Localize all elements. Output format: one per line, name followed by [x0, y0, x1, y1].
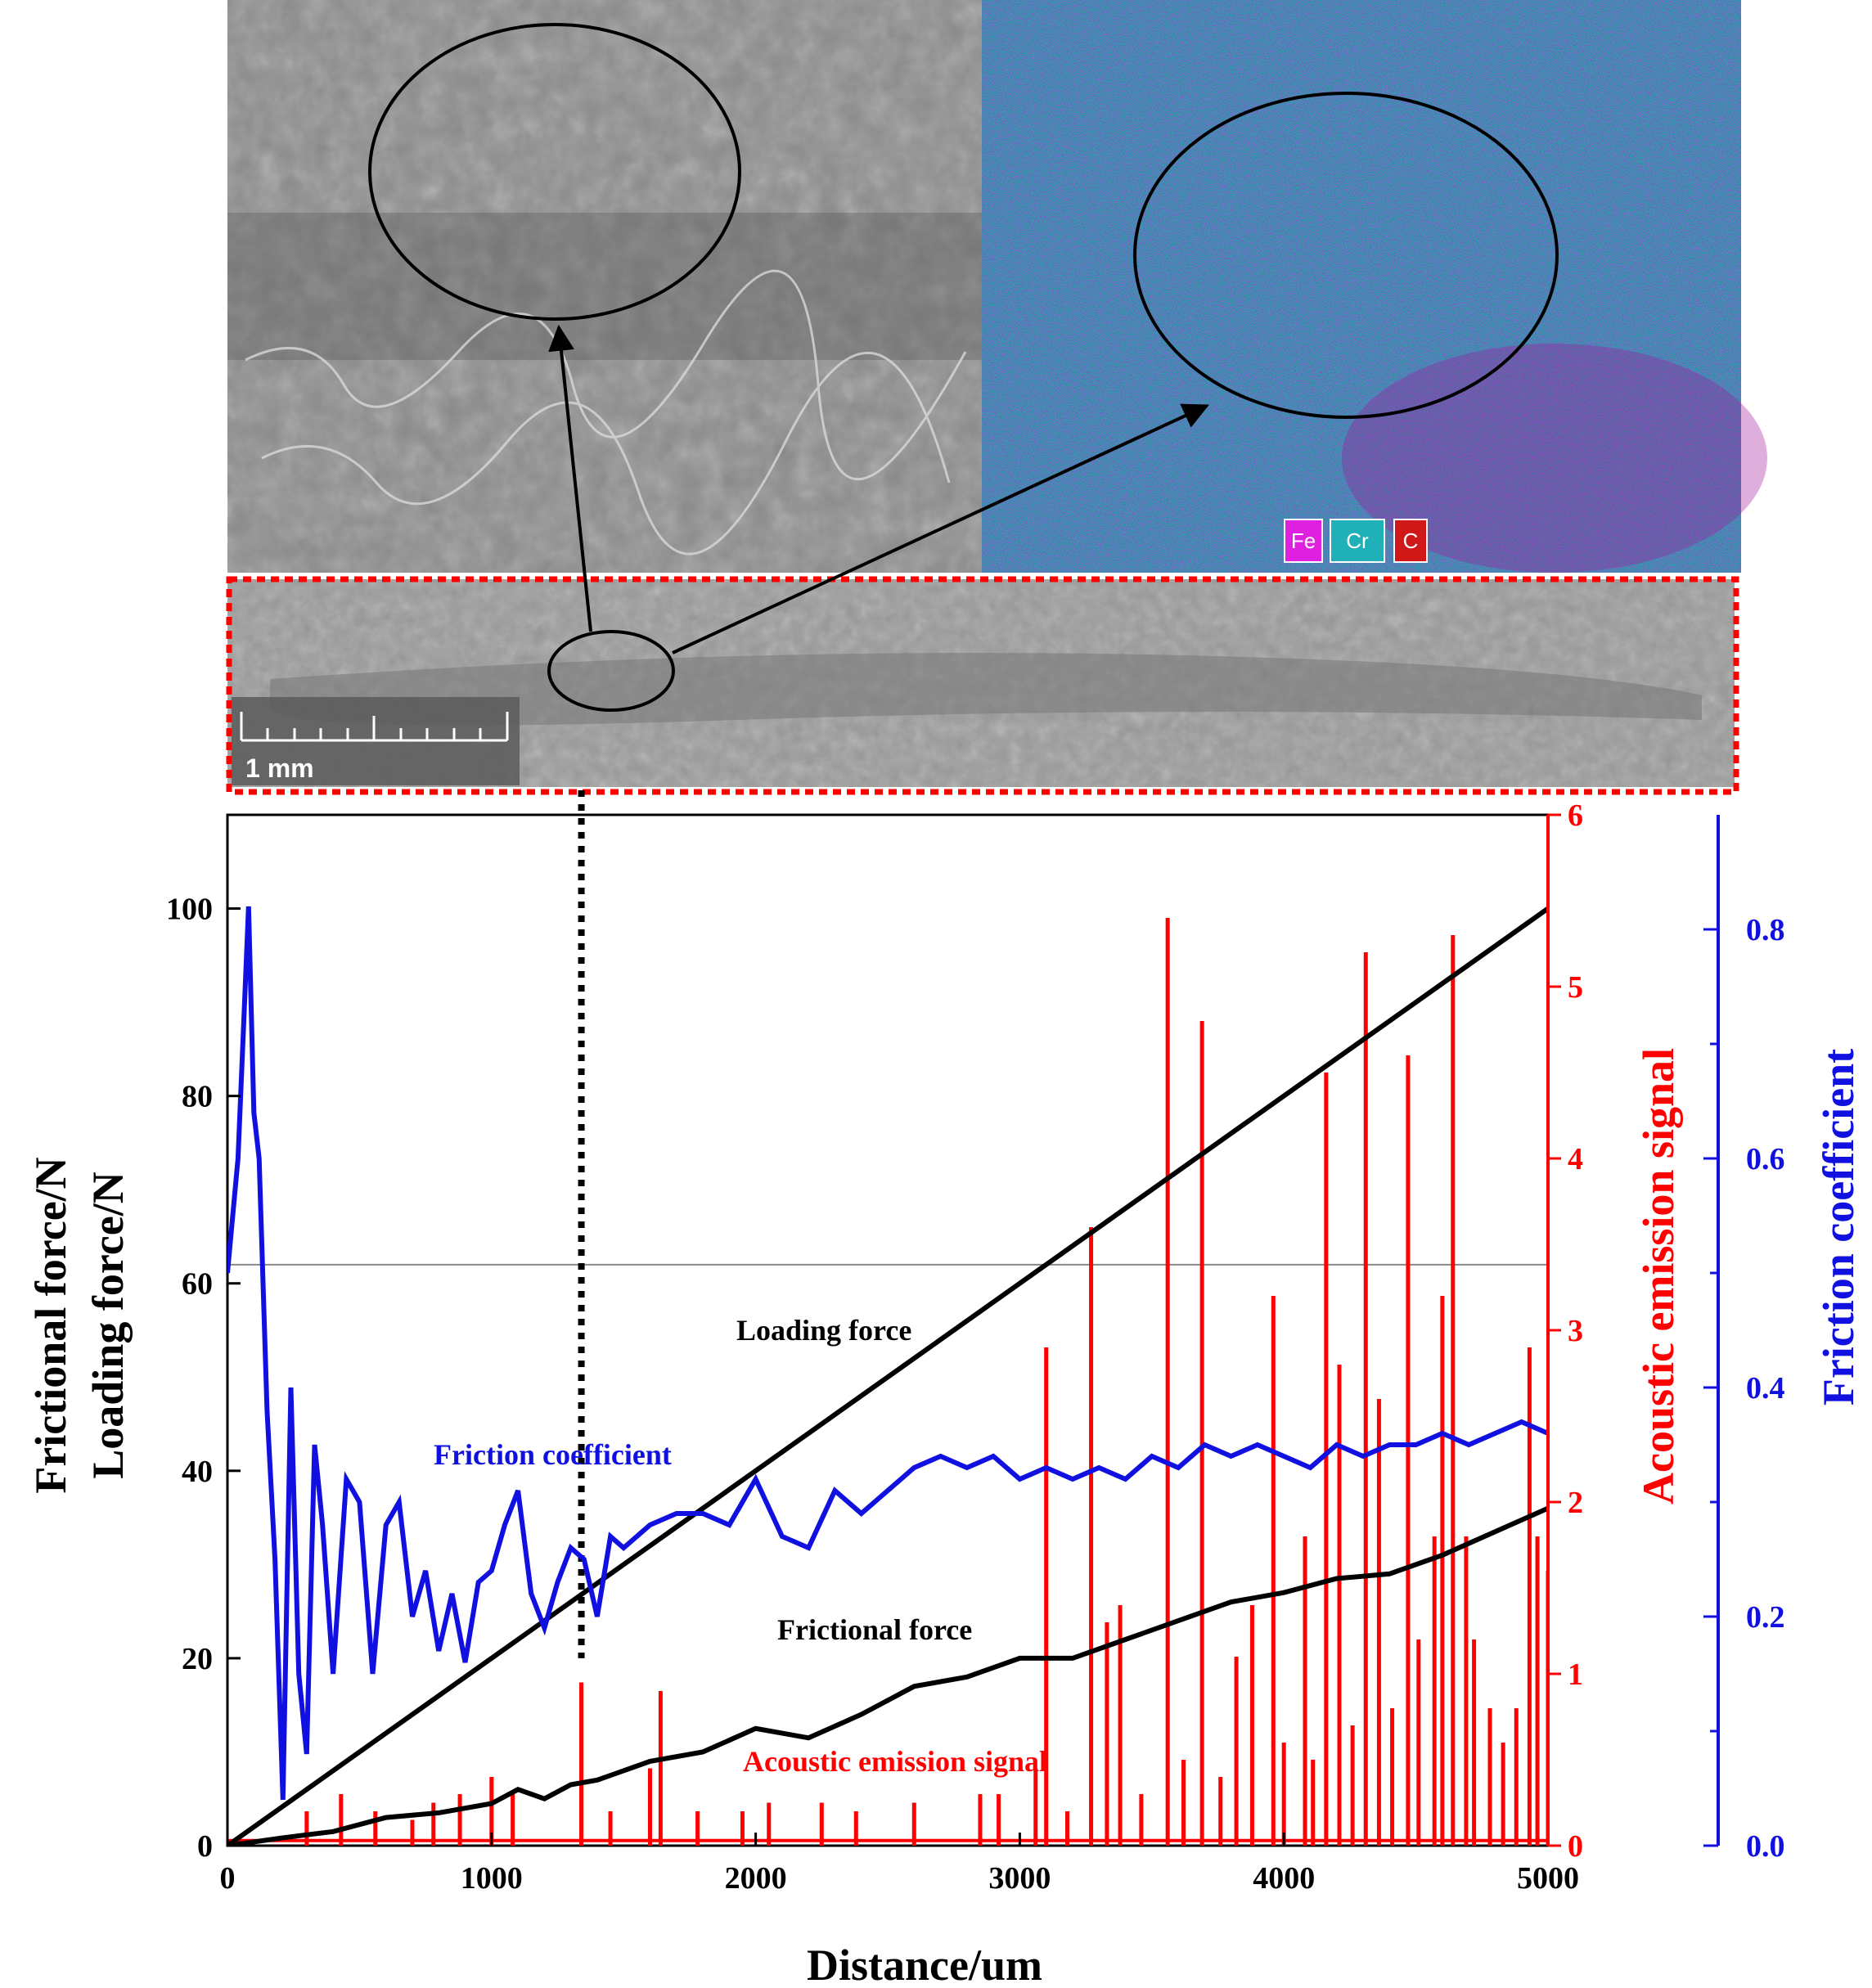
- friction-coefficient-tick-label: 0.6: [1746, 1142, 1785, 1176]
- left-tick-label: 0: [197, 1829, 213, 1864]
- sem-dark-band: [227, 213, 982, 360]
- acoustic-tick-label: 1: [1568, 1657, 1583, 1692]
- acoustic-tick-label: 5: [1568, 970, 1583, 1005]
- annotation-friction-coefficient: Friction coefficient: [434, 1438, 672, 1471]
- left-tick-label: 60: [182, 1267, 213, 1302]
- acoustic-tick-label: 4: [1568, 1142, 1583, 1176]
- sem-crack-lines: [245, 269, 967, 555]
- annotation-loading-force: Loading force: [736, 1314, 911, 1347]
- scratch-track-image: 1 mm: [226, 576, 1739, 795]
- left-axis-title-line1: Frictional force/N: [26, 1157, 75, 1493]
- acoustic-axis-title: Acoustic emission signal: [1634, 1048, 1683, 1504]
- acoustic-tick-label: 6: [1568, 798, 1583, 833]
- legend-label-c: C: [1403, 528, 1419, 553]
- x-tick-label: 3000: [988, 1861, 1051, 1896]
- eds-legend: Fe Cr C: [1284, 519, 1428, 563]
- acoustic-tick-label: 2: [1568, 1486, 1583, 1520]
- x-tick-label: 1000: [461, 1861, 523, 1896]
- arrow-to-eds: [672, 403, 1209, 654]
- eds-zoom-circle: [1133, 92, 1559, 419]
- friction-coefficient-tick-label: 0.4: [1746, 1371, 1785, 1406]
- friction-coefficient-tick-label: 0.8: [1746, 913, 1785, 947]
- acoustic-axis: 0 1 2 3 4 5 6: [1546, 798, 1583, 1864]
- left-tick-label: 100: [166, 893, 213, 927]
- friction-coefficient-axis-title: Friction coefficient: [1814, 1049, 1863, 1406]
- acoustic-emission-series: [227, 918, 1548, 1846]
- eds-map-speckle: [982, 0, 1741, 573]
- legend-swatch-fe: [1284, 519, 1323, 563]
- series-layer: [227, 906, 1548, 1846]
- frictional-force-line: [227, 1505, 1548, 1846]
- chart: 0 1000 2000 3000 4000 5000 0 20 40 60 80 100 0 1 2 3 4…: [26, 790, 1863, 1988]
- selection-circles: [368, 23, 1559, 712]
- x-tick-label: 4000: [1253, 1861, 1315, 1896]
- track-failure-circle: [547, 630, 675, 712]
- x-axis-title: Distance/um: [807, 1941, 1042, 1988]
- friction-coefficient-tick-label: 0.0: [1746, 1829, 1785, 1864]
- friction-coefficient-axis: 0.0 0.2 0.4 0.6 0.8: [1703, 815, 1785, 1864]
- left-axis-title-line2: Loading force/N: [83, 1172, 133, 1479]
- legend-label-fe: Fe: [1291, 528, 1316, 553]
- x-axis: 0 1000 2000 3000 4000 5000: [220, 1833, 1579, 1896]
- x-tick-label: 0: [220, 1861, 236, 1896]
- annotation-acoustic-emission: Acoustic emission signal: [743, 1745, 1047, 1778]
- legend-swatch-c: [1393, 519, 1428, 563]
- scale-bar-label: 1 mm: [245, 753, 314, 783]
- sem-zoom-circle: [368, 23, 741, 321]
- highlight-box: [226, 576, 1739, 795]
- left-axis: 0 20 40 60 80 100: [166, 893, 241, 1864]
- left-tick-label: 80: [182, 1080, 213, 1114]
- x-tick-label: 5000: [1517, 1861, 1579, 1896]
- legend-label-cr: Cr: [1346, 528, 1369, 553]
- friction-coefficient-tick-label: 0.2: [1746, 1600, 1785, 1635]
- acoustic-tick-label: 0: [1568, 1829, 1583, 1864]
- legend-swatch-cr: [1330, 519, 1385, 563]
- scale-bar-ticks: [240, 712, 509, 742]
- sem-texture: [227, 0, 982, 573]
- acoustic-tick-label: 3: [1568, 1314, 1583, 1348]
- left-tick-label: 20: [182, 1642, 213, 1676]
- loading-force-line: [227, 906, 1548, 1846]
- eds-map: Fe Cr C: [982, 0, 1767, 573]
- left-tick-label: 40: [182, 1455, 213, 1489]
- x-tick-label: 2000: [725, 1861, 787, 1896]
- scale-bar: 1 mm: [232, 697, 520, 785]
- eds-magenta-region: [1342, 344, 1767, 573]
- sem-micrograph: [227, 0, 982, 573]
- annotation-frictional-force: Frictional force: [777, 1613, 972, 1646]
- arrow-to-sem: [548, 324, 592, 632]
- friction-coefficient-line: [227, 906, 1548, 1801]
